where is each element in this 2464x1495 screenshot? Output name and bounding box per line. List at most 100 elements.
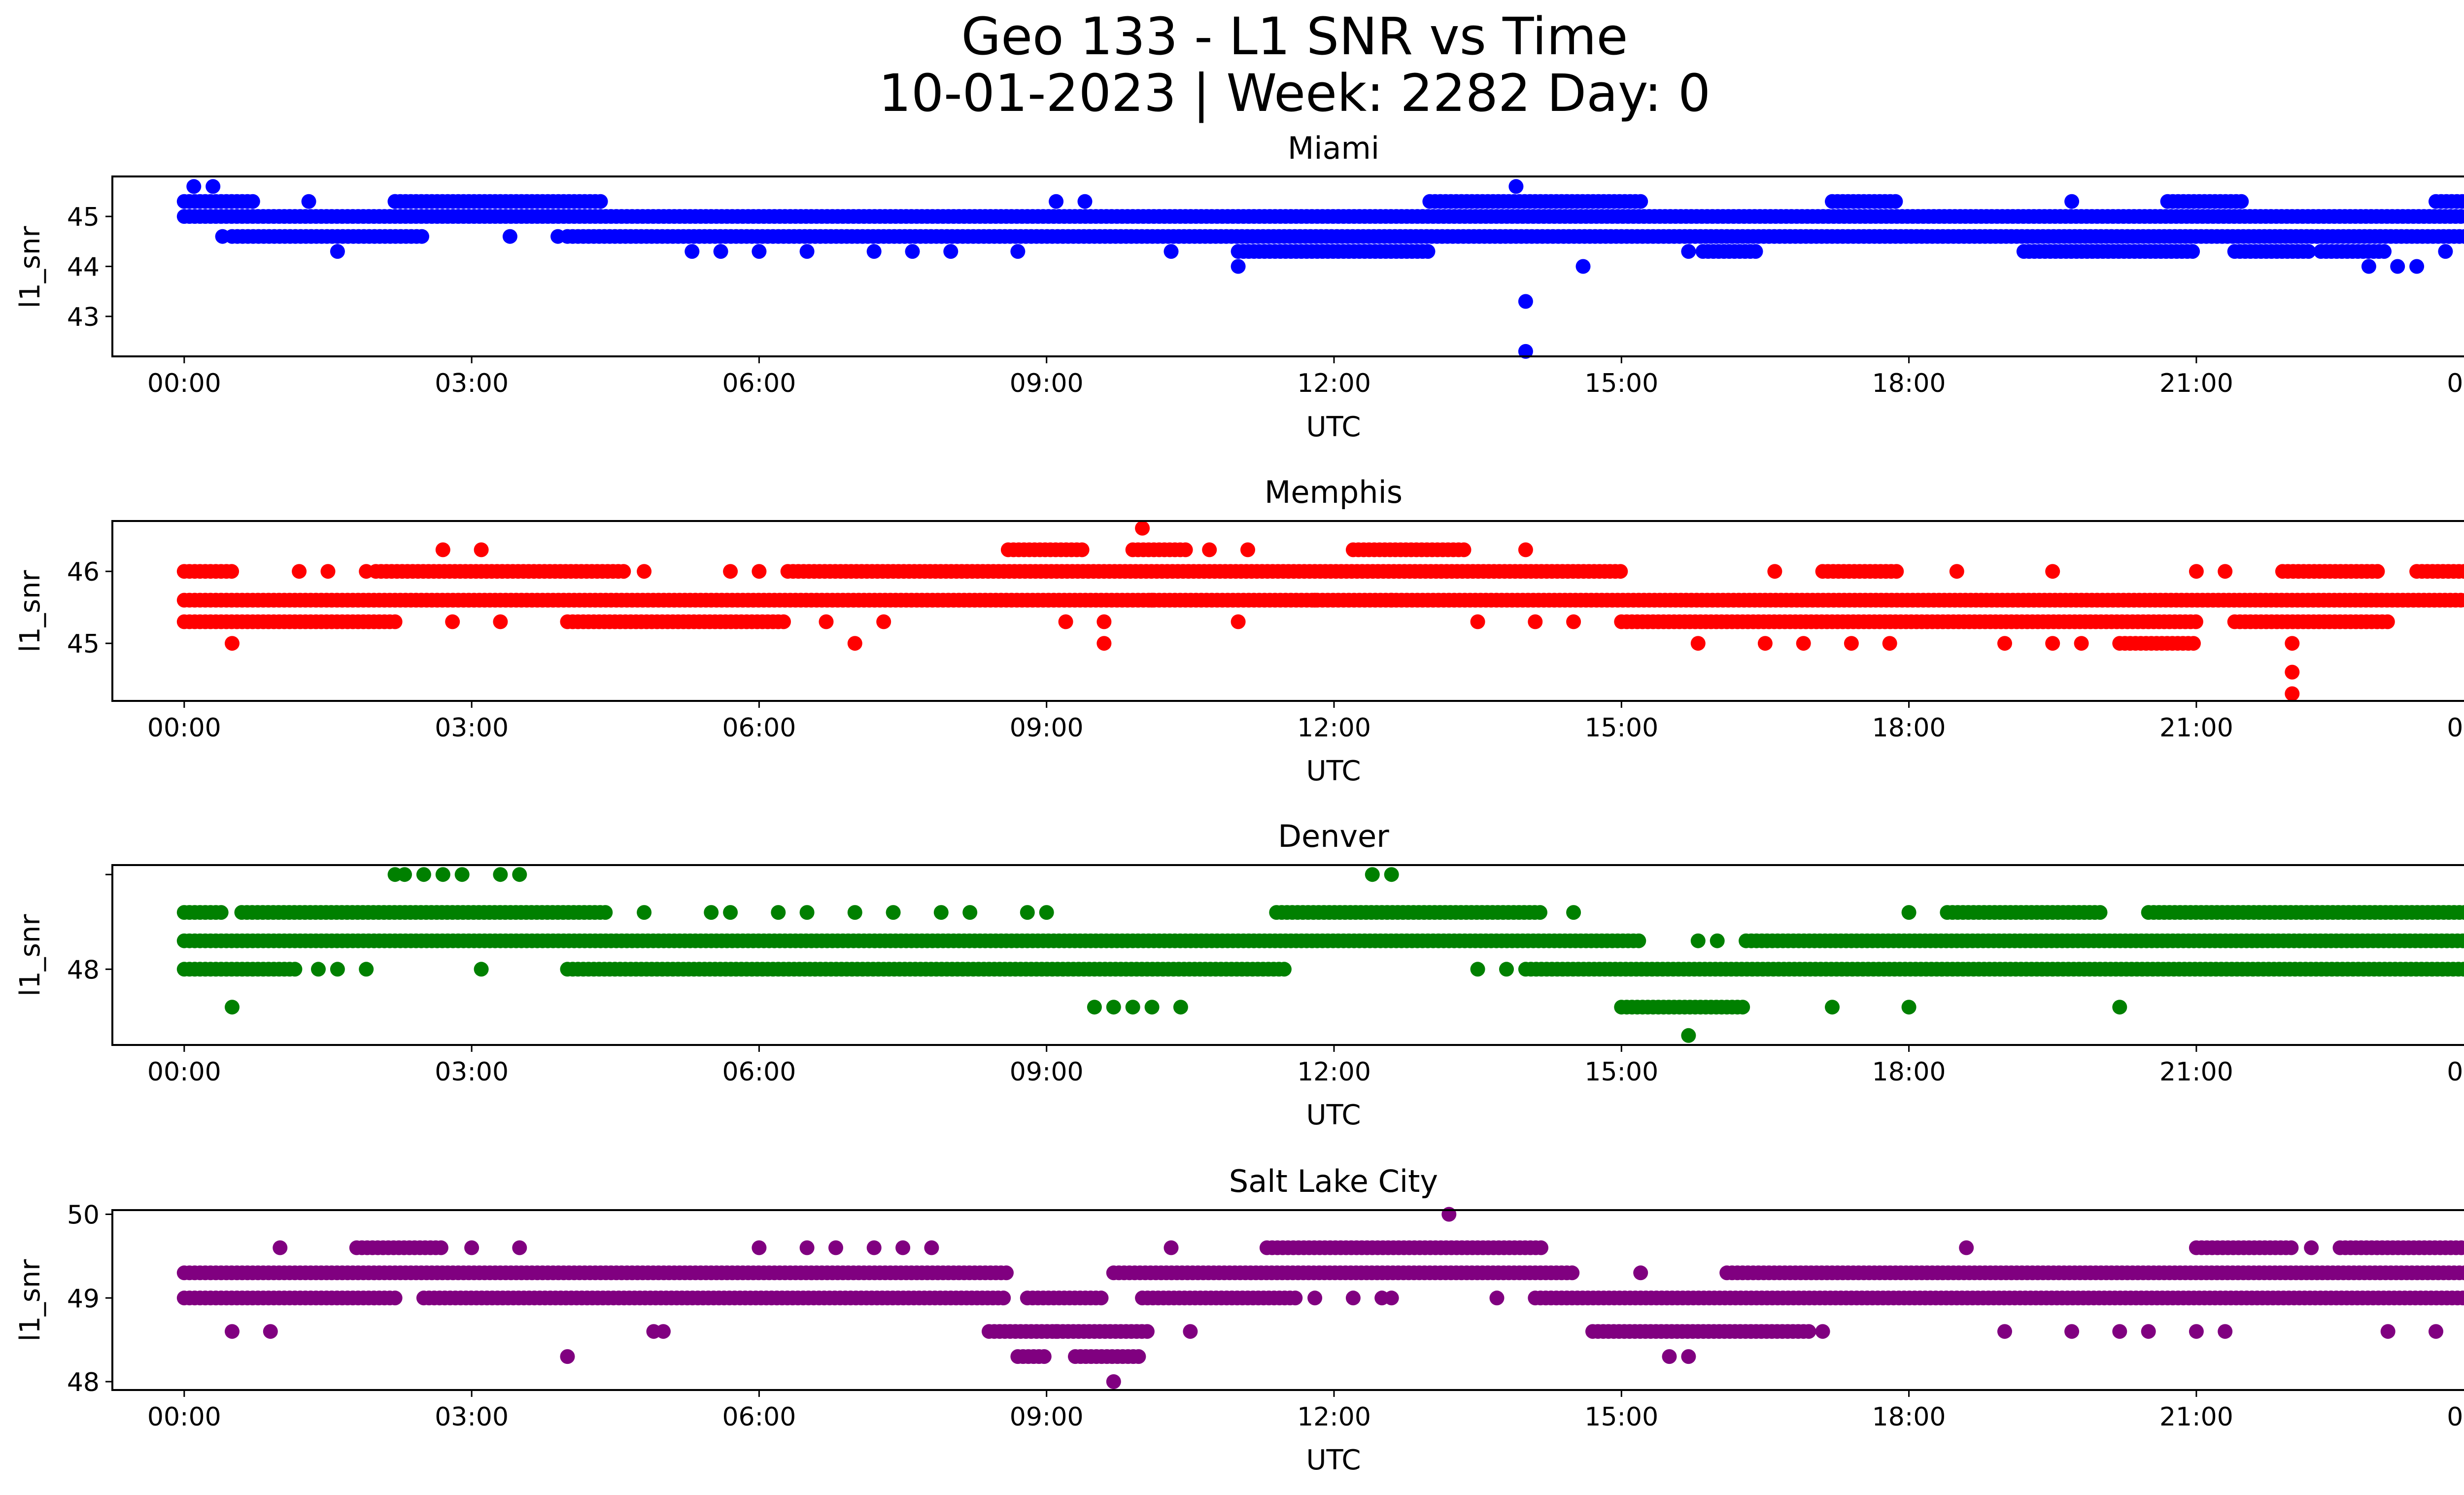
x-tick-label: 21:00: [2159, 369, 2233, 398]
data-point: [225, 1324, 240, 1339]
data-point: [1528, 614, 1543, 629]
data-point: [311, 962, 326, 977]
data-point: [656, 1324, 671, 1339]
data-point: [1889, 564, 1904, 579]
x-tick-label: 18:00: [1872, 1402, 1946, 1432]
data-point: [2438, 244, 2453, 259]
panel-title: Denver: [1278, 818, 1389, 854]
data-point: [2112, 1324, 2127, 1339]
data-point: [1489, 1290, 1505, 1306]
data-point: [1613, 564, 1628, 579]
data-point: [2218, 1324, 2233, 1339]
data-point: [292, 564, 307, 579]
x-tick-label: 15:00: [1584, 1402, 1658, 1432]
data-point: [263, 1324, 278, 1339]
data-point: [2301, 244, 2316, 259]
y-tick-label: 43: [67, 303, 100, 332]
panel-miami: Miami UTC l1_snr 00:00 03:00 06:00 09:00 12:…: [14, 130, 2464, 443]
data-point: [1164, 244, 1179, 259]
data-point: [1288, 1290, 1303, 1306]
data-point: [1106, 1000, 1121, 1015]
x-tick-label: 15:00: [1584, 1057, 1658, 1087]
data-point: [847, 636, 862, 651]
x-tick-label: 03:00: [435, 369, 509, 398]
data-point: [1767, 564, 1782, 579]
x-tick-label: 03:00: [435, 713, 509, 743]
data-point: [593, 194, 608, 209]
data-point: [2456, 962, 2464, 977]
y-tick-label: 46: [67, 557, 100, 587]
data-point: [1131, 1349, 1146, 1364]
data-point: [2463, 1268, 2464, 1278]
data-point: [205, 179, 221, 194]
data-point: [2112, 1000, 2127, 1015]
x-tick-label: 03:00: [435, 1402, 509, 1432]
y-axis-label: l1_snr: [14, 1259, 46, 1342]
data-point: [2189, 1324, 2204, 1339]
data-point: [1815, 1324, 1830, 1339]
data-point: [493, 614, 508, 629]
data-point: [799, 1240, 815, 1255]
data-point: [1049, 1324, 1064, 1339]
data-point: [2284, 1240, 2299, 1255]
data-point: [1690, 933, 1706, 948]
data-point: [1633, 194, 1648, 209]
data-point: [1575, 259, 1591, 274]
x-tick-label: 21:00: [2159, 1402, 2233, 1432]
data-point: [1231, 259, 1246, 274]
data-point: [1106, 1374, 1121, 1389]
data-point: [1077, 194, 1093, 209]
x-tick-label: 18:00: [1872, 713, 1946, 743]
data-point: [1036, 1349, 1052, 1364]
data-point: [999, 1265, 1014, 1281]
x-tick-label: 15:00: [1584, 713, 1658, 743]
data-point: [1173, 1000, 1188, 1015]
data-point: [1020, 905, 1035, 920]
x-tick-label: 09:00: [1010, 369, 1084, 398]
data-point: [1135, 521, 1150, 536]
data-point: [1662, 1349, 1677, 1364]
y-axis-label: l1_snr: [14, 914, 46, 997]
x-tick-label: 00:00: [147, 369, 221, 398]
data-point: [433, 1240, 448, 1255]
x-tick-label: 09:00: [1010, 1402, 1084, 1432]
data-point: [866, 1240, 882, 1255]
data-point: [933, 905, 949, 920]
data-points: [176, 1207, 2464, 1389]
data-point: [1681, 244, 1696, 259]
data-point: [2463, 232, 2464, 241]
data-point: [2462, 566, 2464, 577]
y-axis-label: l1_snr: [14, 570, 46, 653]
data-point: [876, 614, 891, 629]
figure-title-line-1: Geo 133 - L1 SNR vs Time: [961, 6, 1628, 67]
data-point: [2064, 1324, 2080, 1339]
data-point: [2185, 244, 2200, 259]
x-tick-label: 18:00: [1872, 369, 1946, 398]
x-tick-label: 09:00: [1010, 713, 1084, 743]
data-point: [387, 194, 403, 209]
data-point: [819, 614, 834, 629]
data-point: [1565, 1265, 1580, 1281]
x-tick-label: 03:00: [435, 1057, 509, 1087]
data-point: [2459, 209, 2464, 224]
data-point: [2361, 259, 2376, 274]
data-point: [943, 244, 958, 259]
x-tick-label: 06:00: [722, 713, 796, 743]
data-point: [2461, 1291, 2464, 1304]
data-point: [1508, 179, 1524, 194]
data-point: [2377, 244, 2392, 259]
data-point: [1384, 1290, 1399, 1306]
panel-title: Memphis: [1265, 474, 1403, 510]
data-point: [1125, 1000, 1140, 1015]
data-point: [895, 1240, 911, 1255]
data-point: [1710, 933, 1725, 948]
data-point: [1096, 636, 1112, 651]
data-point: [2462, 964, 2464, 975]
data-point: [2380, 614, 2395, 629]
data-point: [1307, 592, 1323, 608]
x-tick-label: 21:00: [2159, 1057, 2233, 1087]
data-point: [2380, 1324, 2396, 1339]
data-point: [2457, 905, 2464, 920]
data-point: [776, 614, 791, 629]
data-point: [1690, 636, 1706, 651]
